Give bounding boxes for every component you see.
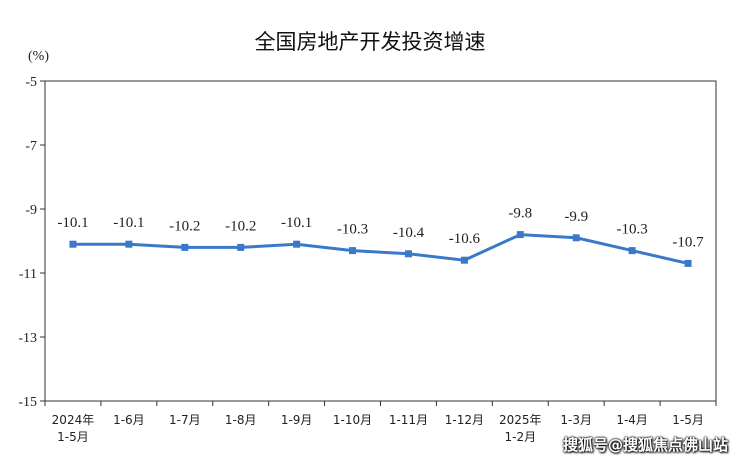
series-points bbox=[69, 231, 692, 267]
watermark: 搜狐号@搜狐焦点佛山站 bbox=[562, 436, 728, 454]
data-labels: -10.1 -10.1 -10.2 -10.2 -10.1 -10.3 -10.4 -10.6… bbox=[57, 206, 704, 251]
data-point bbox=[69, 240, 77, 248]
data-label: -10.2 bbox=[169, 218, 200, 234]
y-tick-label: -11 bbox=[19, 267, 37, 282]
x-axis: 2024年 1-5月 1-6月 1-7月 1-8月 1-9月 1-10月 1-11月 1-12月… bbox=[44, 401, 717, 444]
data-label: -10.4 bbox=[393, 225, 425, 241]
data-point bbox=[349, 247, 357, 255]
data-point bbox=[628, 247, 636, 255]
x-tick-label: 1-6月 bbox=[113, 413, 145, 427]
data-label: -10.3 bbox=[337, 222, 368, 238]
y-tick-label: -5 bbox=[25, 75, 37, 90]
data-point bbox=[460, 256, 468, 264]
x-tick-label: 2024年 1-5月 bbox=[52, 413, 95, 444]
data-label: -10.1 bbox=[281, 215, 312, 231]
data-point bbox=[684, 259, 692, 267]
x-tick-label: 1-12月 bbox=[445, 413, 484, 427]
data-point bbox=[181, 243, 189, 251]
chart-title: 全国房地产开发投资增速 bbox=[255, 30, 486, 54]
data-label: -9.8 bbox=[508, 206, 532, 222]
x-tick-label: 1-3月 bbox=[560, 413, 592, 427]
data-label: -10.6 bbox=[449, 231, 481, 247]
y-tick-label: -9 bbox=[25, 203, 37, 218]
y-axis: -5 -7 -9 -11 -13 -15 bbox=[18, 75, 45, 410]
x-tick-label: 1-8月 bbox=[225, 413, 257, 427]
data-label: -10.1 bbox=[57, 215, 88, 231]
x-tick-label: 1-7月 bbox=[169, 413, 201, 427]
data-label: -10.3 bbox=[617, 222, 648, 238]
data-point bbox=[516, 231, 524, 239]
data-point bbox=[572, 234, 580, 242]
data-label: -10.7 bbox=[672, 234, 704, 250]
x-tick-label: 2025年 1-2月 bbox=[499, 413, 542, 444]
data-point bbox=[293, 240, 301, 248]
x-tick-label: 1-10月 bbox=[333, 413, 372, 427]
y-tick-label: -7 bbox=[25, 139, 37, 154]
y-tick-label: -13 bbox=[18, 331, 37, 346]
data-label: -10.2 bbox=[225, 218, 256, 234]
x-tick-label: 1-11月 bbox=[389, 413, 428, 427]
data-label: -10.1 bbox=[113, 215, 144, 231]
series-line bbox=[72, 233, 689, 265]
x-tick-label: 1-5月 bbox=[672, 413, 704, 427]
y-axis-unit: (%) bbox=[28, 49, 49, 64]
data-point bbox=[237, 243, 245, 251]
x-tick-label: 1-4月 bbox=[616, 413, 648, 427]
data-label: -9.9 bbox=[564, 209, 588, 225]
data-point bbox=[404, 250, 412, 258]
plot-frame bbox=[44, 80, 717, 402]
y-tick-label: -15 bbox=[18, 395, 37, 410]
data-point bbox=[125, 240, 133, 248]
x-tick-label: 1-9月 bbox=[281, 413, 313, 427]
